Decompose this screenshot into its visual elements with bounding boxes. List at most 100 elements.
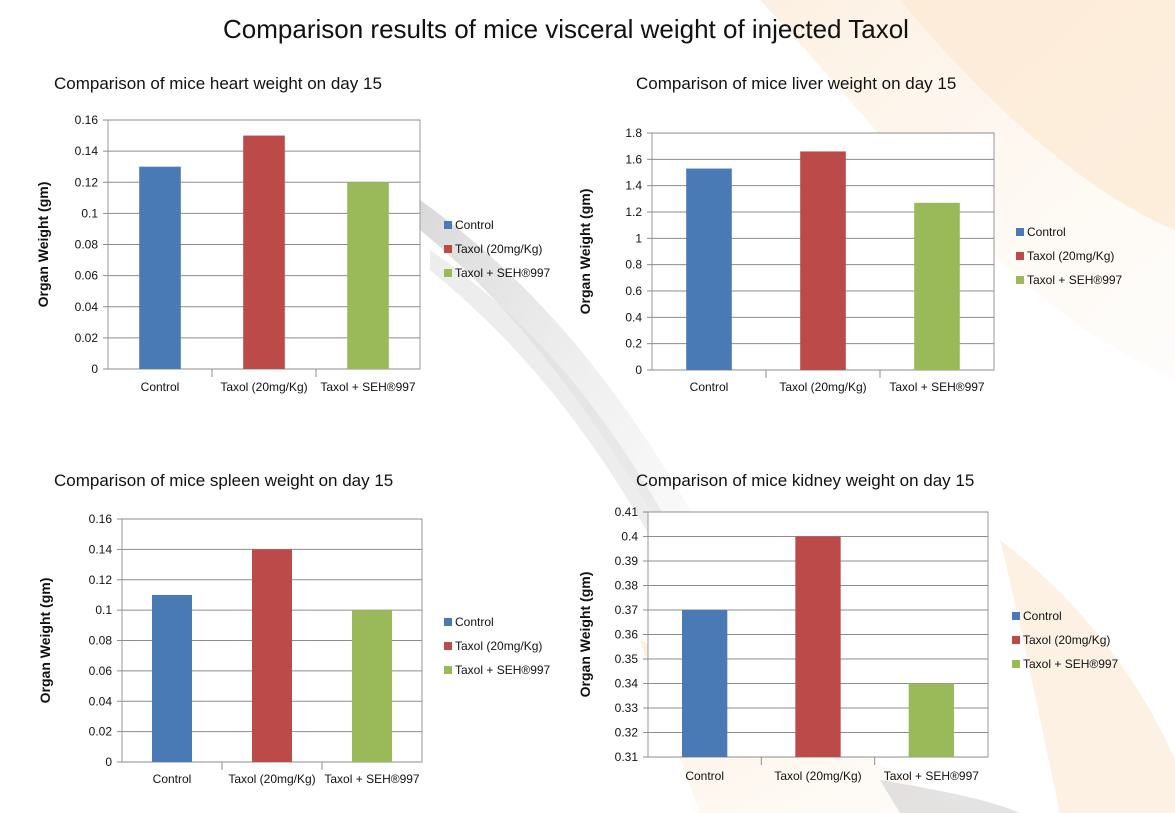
legend-label: Control — [1027, 225, 1066, 239]
x-category-label: Taxol + SEH®997 — [324, 772, 420, 786]
chart-title: Comparison of mice kidney weight on day … — [636, 471, 975, 490]
x-category-label: Control — [141, 380, 180, 394]
y-tick-label: 0.34 — [615, 677, 639, 691]
x-category-label: Taxol + SEH®997 — [889, 380, 985, 394]
y-tick-label: 0.37 — [615, 603, 639, 617]
y-tick-label: 0 — [105, 755, 112, 769]
y-tick-label: 0.16 — [89, 512, 113, 526]
legend-label: Taxol (20mg/Kg) — [1027, 249, 1114, 263]
y-tick-label: 0.39 — [615, 554, 639, 568]
x-category-label: Control — [685, 769, 724, 783]
y-tick-label: 0.12 — [75, 175, 99, 189]
y-tick-label: 0.08 — [75, 238, 99, 252]
x-category-label: Taxol (20mg/Kg) — [779, 380, 866, 394]
legend-label: Taxol + SEH®997 — [1027, 273, 1123, 287]
y-tick-label: 0.4 — [621, 530, 638, 544]
legend-swatch-taxol — [1016, 252, 1024, 260]
chart-title: Comparison of mice spleen weight on day … — [54, 471, 394, 490]
y-tick-label: 0 — [635, 363, 642, 377]
chart-title: Comparison of mice heart weight on day 1… — [54, 74, 382, 93]
legend-label: Taxol + SEH®997 — [455, 266, 551, 280]
legend-swatch-control — [444, 221, 452, 229]
bar-taxol — [795, 536, 841, 757]
y-tick-label: 0.02 — [75, 331, 99, 345]
spleen-weight-chart: Comparison of mice spleen weight on day … — [0, 469, 580, 809]
y-tick-label: 0.06 — [89, 664, 113, 678]
legend-swatch-combo — [444, 269, 452, 277]
y-tick-label: 1.4 — [625, 179, 642, 193]
y-tick-label: 1.2 — [625, 205, 642, 219]
legend-label: Taxol (20mg/Kg) — [1023, 633, 1110, 647]
y-tick-label: 0.08 — [89, 634, 113, 648]
liver-weight-chart: Comparison of mice liver weight on day 1… — [577, 72, 1175, 412]
x-category-label: Taxol + SEH®997 — [884, 769, 980, 783]
chart-svg: 0 0.02 0.04 0.06 0.08 0.1 0.12 0.14 0.16 Control T… — [35, 113, 551, 394]
chart-svg: 0.31 0.32 0.33 0.34 0.35 0.36 0.37 0.38 0.39 0.4 0… — [577, 505, 1119, 783]
x-category-label: Taxol (20mg/Kg) — [220, 380, 307, 394]
y-axis-label: Organ Weight (gm) — [577, 572, 593, 698]
x-category-label: Taxol + SEH®997 — [320, 380, 416, 394]
legend-swatch-taxol — [444, 642, 452, 650]
y-tick-label: 0.4 — [625, 310, 642, 324]
y-tick-label: 0 — [91, 362, 98, 376]
legend-label: Taxol (20mg/Kg) — [455, 639, 542, 653]
x-category-label: Control — [690, 380, 729, 394]
y-tick-label: 0.02 — [89, 725, 113, 739]
kidney-weight-chart: Comparison of mice kidney weight on day … — [577, 469, 1175, 809]
legend-swatch-control — [1012, 612, 1020, 620]
heart-weight-chart: Comparison of mice heart weight on day 1… — [0, 72, 580, 412]
y-tick-label: 0.41 — [615, 505, 639, 519]
y-tick-label: 0.2 — [625, 337, 642, 351]
legend-swatch-control — [444, 618, 452, 626]
legend-swatch-control — [1016, 228, 1024, 236]
x-category-label: Taxol (20mg/Kg) — [228, 772, 315, 786]
y-tick-label: 0.12 — [89, 573, 113, 587]
chart-title: Comparison of mice liver weight on day 1… — [636, 74, 957, 93]
legend-label: Control — [455, 615, 494, 629]
legend-label: Taxol (20mg/Kg) — [455, 242, 542, 256]
legend-label: Taxol + SEH®997 — [455, 663, 551, 677]
bar-combo — [347, 182, 389, 369]
chart-svg: 0 0.02 0.04 0.06 0.08 0.1 0.12 0.14 0.16 Control T… — [37, 512, 551, 786]
bar-combo — [352, 610, 392, 762]
bar-taxol — [243, 135, 285, 369]
y-tick-label: 1.6 — [625, 152, 642, 166]
legend-label: Control — [1023, 609, 1062, 623]
bar-combo — [908, 683, 954, 757]
y-tick-label: 0.6 — [625, 284, 642, 298]
legend-swatch-taxol — [444, 245, 452, 253]
bar-control — [686, 168, 732, 370]
bar-control — [152, 594, 192, 762]
y-axis-label: Organ Weight (gm) — [35, 182, 51, 308]
y-tick-label: 0.16 — [75, 113, 99, 127]
bar-control — [682, 610, 728, 757]
y-tick-label: 0.14 — [89, 542, 113, 556]
y-tick-label: 0.36 — [615, 628, 639, 642]
y-tick-label: 0.33 — [615, 701, 639, 715]
y-tick-label: 0.8 — [625, 258, 642, 272]
y-axis-label: Organ Weight (gm) — [37, 578, 53, 704]
bar-control — [139, 166, 181, 369]
x-category-label: Control — [153, 772, 192, 786]
y-tick-label: 0.32 — [615, 726, 639, 740]
legend-swatch-combo — [1012, 660, 1020, 668]
y-tick-label: 1 — [635, 231, 642, 245]
y-tick-label: 0.35 — [615, 652, 639, 666]
y-tick-label: 0.1 — [95, 603, 112, 617]
y-tick-label: 0.14 — [75, 144, 99, 158]
y-tick-label: 1.8 — [625, 126, 642, 140]
legend-swatch-combo — [444, 666, 452, 674]
y-tick-label: 0.31 — [615, 750, 639, 764]
chart-svg: 0 0.2 0.4 0.6 0.8 1 1.2 1.4 1.6 1.8 Control Taxol (… — [577, 126, 1123, 394]
legend-label: Control — [455, 218, 494, 232]
y-tick-label: 0.1 — [81, 206, 98, 220]
y-tick-label: 0.06 — [75, 269, 99, 283]
legend-swatch-combo — [1016, 276, 1024, 284]
y-tick-label: 0.38 — [615, 579, 639, 593]
y-axis-label: Organ Weight (gm) — [577, 189, 593, 315]
bar-combo — [914, 202, 960, 370]
y-tick-label: 0.04 — [89, 694, 113, 708]
legend-swatch-taxol — [1012, 636, 1020, 644]
page-title: Comparison results of mice visceral weig… — [223, 14, 909, 44]
y-tick-label: 0.04 — [75, 300, 99, 314]
